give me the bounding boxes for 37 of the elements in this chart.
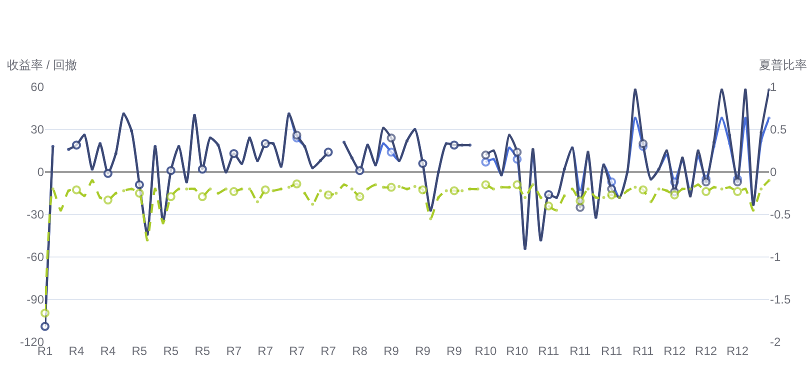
x-tick-label: R7: [289, 344, 305, 358]
x-tick-label: R5: [132, 344, 148, 358]
x-tick-label: R9: [384, 344, 400, 358]
x-tick-label: R7: [320, 344, 336, 358]
x-tick-label: R11: [601, 344, 622, 358]
y-tick-label: 60: [30, 80, 44, 94]
y2-tick-label: -1: [770, 250, 781, 264]
y-tick-label: 30: [30, 122, 44, 137]
x-tick-label: R11: [570, 344, 592, 358]
x-tick-label: R10: [474, 344, 498, 358]
y2-tick-label: -2: [770, 335, 781, 350]
x-tick-label: R4: [100, 344, 116, 358]
y2-axis-title: 夏普比率: [759, 58, 807, 72]
y-axis-title: 收益率 / 回撤: [7, 58, 78, 72]
y2-tick-label: -0.5: [770, 208, 792, 222]
x-tick-label: R7: [258, 344, 274, 358]
y-tick-label: 0: [37, 165, 44, 180]
x-tick-label: R9: [446, 344, 462, 358]
x-tick-label: R12: [695, 344, 718, 358]
x-tick-label: R9: [415, 344, 431, 358]
x-tick-label: R12: [664, 344, 686, 358]
x-tick-label: R5: [194, 344, 210, 358]
x-tick-label: R5: [163, 344, 179, 358]
y-tick-label: -30: [26, 208, 44, 222]
x-tick-label: R8: [352, 344, 368, 358]
x-tick-label: R12: [726, 344, 749, 358]
y-tick-label: -90: [26, 292, 44, 307]
y2-tick-label: 0: [770, 165, 777, 180]
x-tick-label: R4: [68, 344, 84, 358]
y-tick-label: -60: [26, 250, 44, 264]
x-tick-label: R10: [506, 344, 528, 358]
x-tick-label: R11: [538, 344, 560, 358]
y2-tick-label: -1.5: [770, 292, 792, 307]
y2-tick-label: 0.5: [770, 122, 788, 137]
x-tick-label: R7: [226, 344, 242, 358]
y2-tick-label: 1: [770, 80, 777, 94]
x-tick-label: R11: [632, 344, 654, 358]
